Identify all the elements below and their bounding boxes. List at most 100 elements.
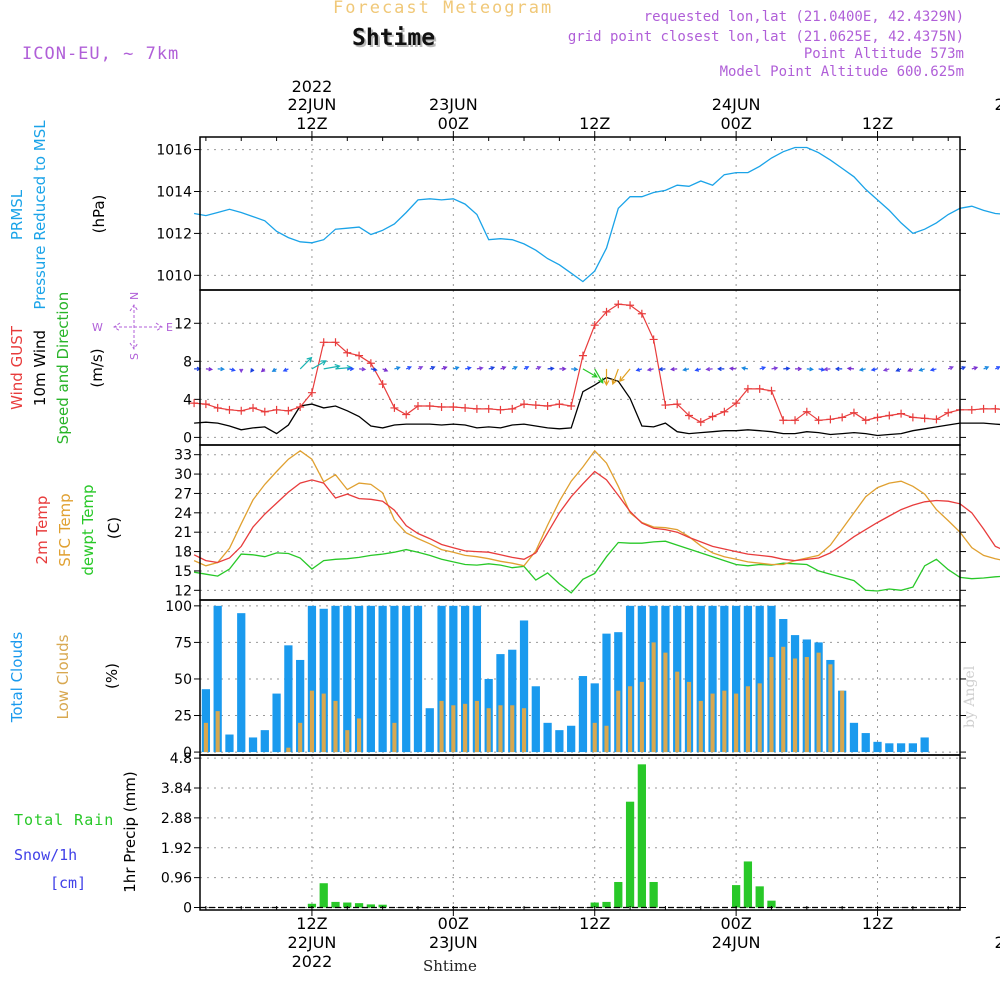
total-cloud-bar xyxy=(896,743,906,753)
wind-direction-arrow xyxy=(453,366,460,371)
panel-frame xyxy=(199,444,961,601)
ylabel-pressure: (hPa) xyxy=(90,195,108,234)
low-cloud-bar xyxy=(592,722,597,753)
low-cloud-bar xyxy=(321,693,326,753)
total-cloud-bar xyxy=(885,743,894,753)
wind-direction-arrow xyxy=(846,366,855,371)
dewpoint-line xyxy=(193,540,1000,594)
bottom-hour-label: 12Z xyxy=(862,914,893,933)
total-cloud-bar xyxy=(460,605,470,753)
total-cloud-bar xyxy=(531,686,540,753)
precip-bar xyxy=(732,885,741,908)
gust-marker xyxy=(331,338,340,347)
gust-marker xyxy=(484,404,493,413)
wind-direction-arrow xyxy=(983,366,990,371)
y-tick-label-panel-3: 18 xyxy=(174,545,192,561)
gust-marker xyxy=(908,413,917,422)
wind-direction-arrow xyxy=(783,366,791,371)
low-cloud-bar xyxy=(698,700,703,753)
gust-marker xyxy=(684,411,693,420)
compass-south: S xyxy=(128,353,141,360)
total-cloud-bar xyxy=(732,605,741,753)
wind-direction-arrow xyxy=(658,366,666,372)
total-cloud-bar xyxy=(237,613,246,753)
top-year-label: 2022 xyxy=(292,77,333,96)
wind-direction-arrow xyxy=(559,366,567,372)
wind-direction-arrow xyxy=(870,367,878,372)
low-cloud-bar xyxy=(710,693,715,753)
y-tick-label-panel-3: 27 xyxy=(174,486,192,502)
wind-direction-arrow xyxy=(417,366,424,371)
gust-marker xyxy=(708,412,717,421)
gust-marker xyxy=(390,403,399,412)
total-cloud-bar xyxy=(390,605,399,753)
gust-marker xyxy=(873,413,882,422)
total-cloud-bar xyxy=(354,605,364,753)
precip-bar xyxy=(755,886,764,908)
bottom-hour-label: 12Z xyxy=(579,914,610,933)
grid-coordinates: grid point closest lon,lat (21.0625E, 42… xyxy=(567,29,964,45)
wind-direction-arrow xyxy=(229,367,236,372)
total-cloud-bar xyxy=(743,605,753,753)
gust-marker xyxy=(791,416,800,425)
wind-direction-arrow xyxy=(682,367,690,372)
y-tick-label-panel-2: 12 xyxy=(174,316,192,332)
wind-direction-arrow xyxy=(603,368,610,387)
wind-direction-arrow xyxy=(618,368,631,383)
total-cloud-bar xyxy=(519,620,529,753)
gust-marker xyxy=(767,386,776,395)
gust-marker xyxy=(402,410,411,419)
low-cloud-bar xyxy=(510,705,515,753)
legend-wind-gust: Wind GUST xyxy=(8,325,26,410)
total-cloud-bar xyxy=(366,605,375,753)
wind-direction-arrow xyxy=(488,366,496,371)
low-cloud-bar xyxy=(686,681,692,753)
total-cloud-bar xyxy=(437,605,446,753)
low-cloud-bar xyxy=(498,705,503,753)
location-title: Shtime xyxy=(352,25,436,51)
wind-direction-arrow xyxy=(741,366,749,371)
wind-direction-arrow xyxy=(759,366,767,371)
y-tick-label-panel-4: 50 xyxy=(174,672,192,688)
wind-direction-arrow xyxy=(918,367,925,372)
low-cloud-bar xyxy=(451,705,456,753)
gust-marker xyxy=(496,405,505,414)
total-cloud-bar xyxy=(213,605,222,753)
wind-direction-arrow xyxy=(464,366,472,371)
precip-bar xyxy=(590,902,599,908)
total-cloud-bar xyxy=(543,722,552,753)
y-tick-label-panel-3: 15 xyxy=(174,564,192,580)
gust-marker xyxy=(814,416,823,425)
low-cloud-bar xyxy=(392,722,397,753)
wind-direction-arrow xyxy=(500,366,507,371)
gust-marker xyxy=(531,401,540,410)
gust-marker xyxy=(944,408,953,417)
gust-marker xyxy=(578,351,587,360)
total-cloud-bar xyxy=(260,730,269,753)
gust-marker xyxy=(743,384,752,393)
gust-marker xyxy=(590,321,599,330)
precip-bar xyxy=(331,901,340,908)
low-cloud-bar xyxy=(769,657,774,753)
gust-marker xyxy=(602,307,611,316)
bottom-date-label: 22JUN xyxy=(288,933,337,952)
wind-direction-arrow xyxy=(947,366,954,371)
gust-marker xyxy=(967,405,976,414)
gust-marker xyxy=(307,388,316,397)
gust-marker xyxy=(190,399,199,408)
model-label: ICON-EU, ~ 7km xyxy=(22,44,180,64)
total-cloud-bar xyxy=(590,683,599,753)
total-cloud-bar xyxy=(637,605,646,753)
wind-direction-arrow xyxy=(929,367,937,372)
total-cloud-bar xyxy=(873,741,882,753)
gust-marker xyxy=(425,402,434,411)
wind-direction-arrow xyxy=(971,366,979,371)
precip-y-tick-label: 2.88 xyxy=(161,811,192,827)
ylabel-wind: (m/s) xyxy=(88,348,106,387)
wind-direction-arrow xyxy=(834,366,843,372)
wind-direction-arrow xyxy=(547,366,555,371)
total-cloud-bar xyxy=(849,722,859,753)
total-cloud-bar xyxy=(920,737,929,753)
precip-bar xyxy=(307,903,317,908)
